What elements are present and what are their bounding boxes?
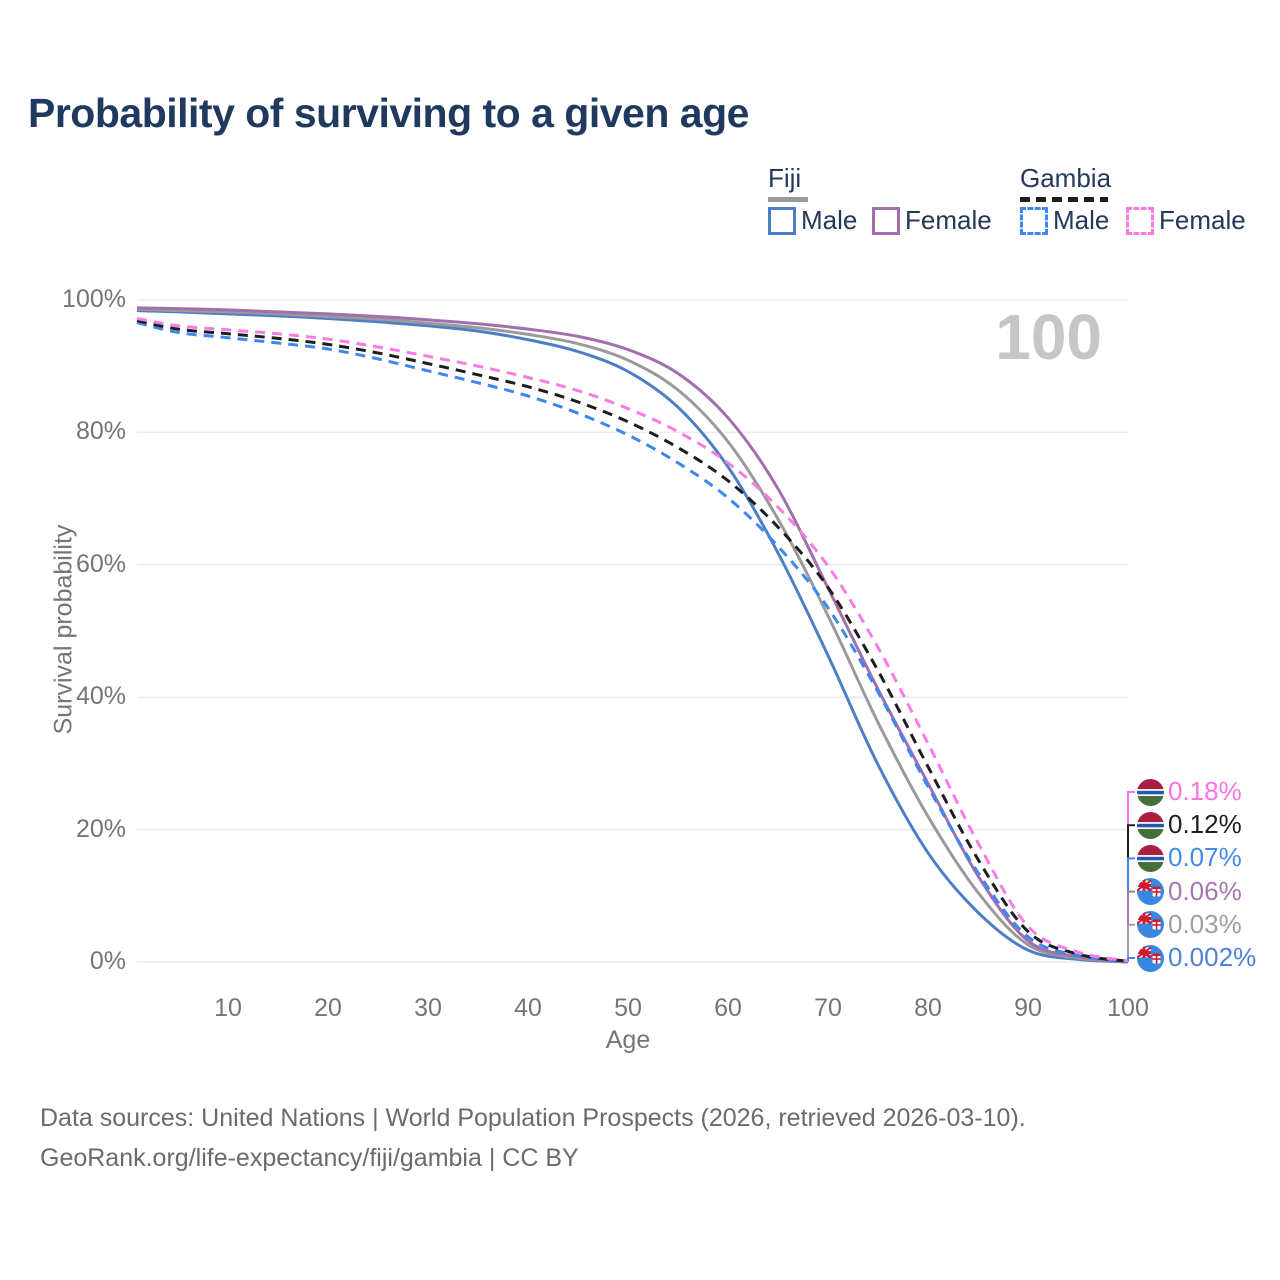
leader-line-gambia-female bbox=[1127, 791, 1135, 961]
x-axis-label: Age bbox=[605, 1026, 651, 1054]
y-axis-label: Survival probability bbox=[49, 524, 78, 735]
y-tick-60: 60% bbox=[75, 549, 126, 578]
fiji-solid-line-swatch bbox=[768, 197, 808, 202]
fiji-flag-icon bbox=[1137, 878, 1164, 906]
end-label-fiji-male: 0.002% bbox=[1168, 942, 1257, 972]
leader-line-gambia-male bbox=[1127, 857, 1135, 962]
leader-line-fiji-male bbox=[1127, 957, 1135, 962]
legend-item-label: Male bbox=[1053, 205, 1110, 235]
leader-line-gambia-both-sexes bbox=[1127, 824, 1135, 962]
curve-gambia-both-sexes[interactable] bbox=[136, 319, 1129, 963]
end-label-fiji-female: 0.06% bbox=[1168, 875, 1242, 906]
gambia-male-swatch-icon bbox=[1020, 206, 1048, 235]
fiji-male-swatch-icon bbox=[768, 206, 796, 235]
y-tick-0: 0% bbox=[89, 947, 126, 975]
x-tick-50: 50 bbox=[614, 994, 642, 1022]
legend-item-fiji-female[interactable]: Female bbox=[872, 205, 992, 236]
curve-fiji-female[interactable] bbox=[136, 306, 1129, 964]
end-label-fiji-both-sexes: 0.03% bbox=[1168, 908, 1242, 939]
curve-fiji-male[interactable] bbox=[136, 309, 1129, 964]
curve-fiji-both-sexes[interactable] bbox=[136, 307, 1129, 964]
gambia-flag-icon bbox=[1137, 844, 1164, 872]
legend-item-label: Female bbox=[1159, 205, 1246, 235]
x-tick-60: 60 bbox=[714, 994, 742, 1022]
hovered-age-watermark: 100 bbox=[995, 301, 1102, 373]
gambia-flag-icon bbox=[1137, 778, 1164, 806]
x-tick-30: 30 bbox=[414, 994, 442, 1022]
legend-item-fiji-male[interactable]: Male bbox=[768, 205, 857, 236]
end-label-gambia-male: 0.07% bbox=[1168, 842, 1242, 873]
end-label-gambia-both-sexes: 0.12% bbox=[1168, 809, 1242, 840]
x-tick-100: 100 bbox=[1107, 994, 1149, 1022]
fiji-flag-icon bbox=[1137, 911, 1164, 939]
y-tick-100: 100% bbox=[62, 285, 126, 313]
x-tick-40: 40 bbox=[514, 994, 542, 1022]
x-tick-70: 70 bbox=[814, 994, 842, 1022]
gambia-female-swatch-icon bbox=[1126, 206, 1154, 235]
legend-item-gambia-male[interactable]: Male bbox=[1020, 205, 1109, 236]
page-title: Probability of surviving to a given age bbox=[28, 90, 749, 136]
x-tick-80: 80 bbox=[914, 994, 942, 1022]
legend-item-label: Male bbox=[801, 205, 858, 235]
fiji-flag-icon bbox=[1137, 944, 1164, 972]
leader-line-fiji-female bbox=[1127, 890, 1135, 962]
curve-gambia-female[interactable] bbox=[136, 317, 1129, 963]
y-tick-40: 40% bbox=[75, 682, 126, 711]
end-label-gambia-female: 0.18% bbox=[1168, 776, 1242, 806]
y-tick-80: 80% bbox=[75, 417, 126, 446]
x-tick-20: 20 bbox=[314, 994, 342, 1022]
y-tick-20: 20% bbox=[75, 814, 126, 843]
x-tick-90: 90 bbox=[1014, 994, 1042, 1022]
legend-group-gambia-label: Gambia bbox=[1020, 163, 1112, 193]
curve-gambia-male[interactable] bbox=[136, 321, 1129, 963]
footer-attribution: GeoRank.org/life-expectancy/fiji/gambia … bbox=[40, 1144, 579, 1172]
leader-line-fiji-both-sexes bbox=[1127, 923, 1135, 962]
legend-item-label: Female bbox=[905, 205, 992, 235]
legend-group-fiji-label: Fiji bbox=[768, 163, 802, 193]
x-tick-10: 10 bbox=[214, 994, 242, 1022]
fiji-female-swatch-icon bbox=[872, 206, 900, 235]
gambia-dashed-line-swatch bbox=[1020, 197, 1108, 202]
legend-item-gambia-female[interactable]: Female bbox=[1126, 205, 1246, 236]
footer-data-sources: Data sources: United Nations | World Pop… bbox=[40, 1104, 1026, 1132]
gambia-flag-icon bbox=[1137, 811, 1164, 839]
